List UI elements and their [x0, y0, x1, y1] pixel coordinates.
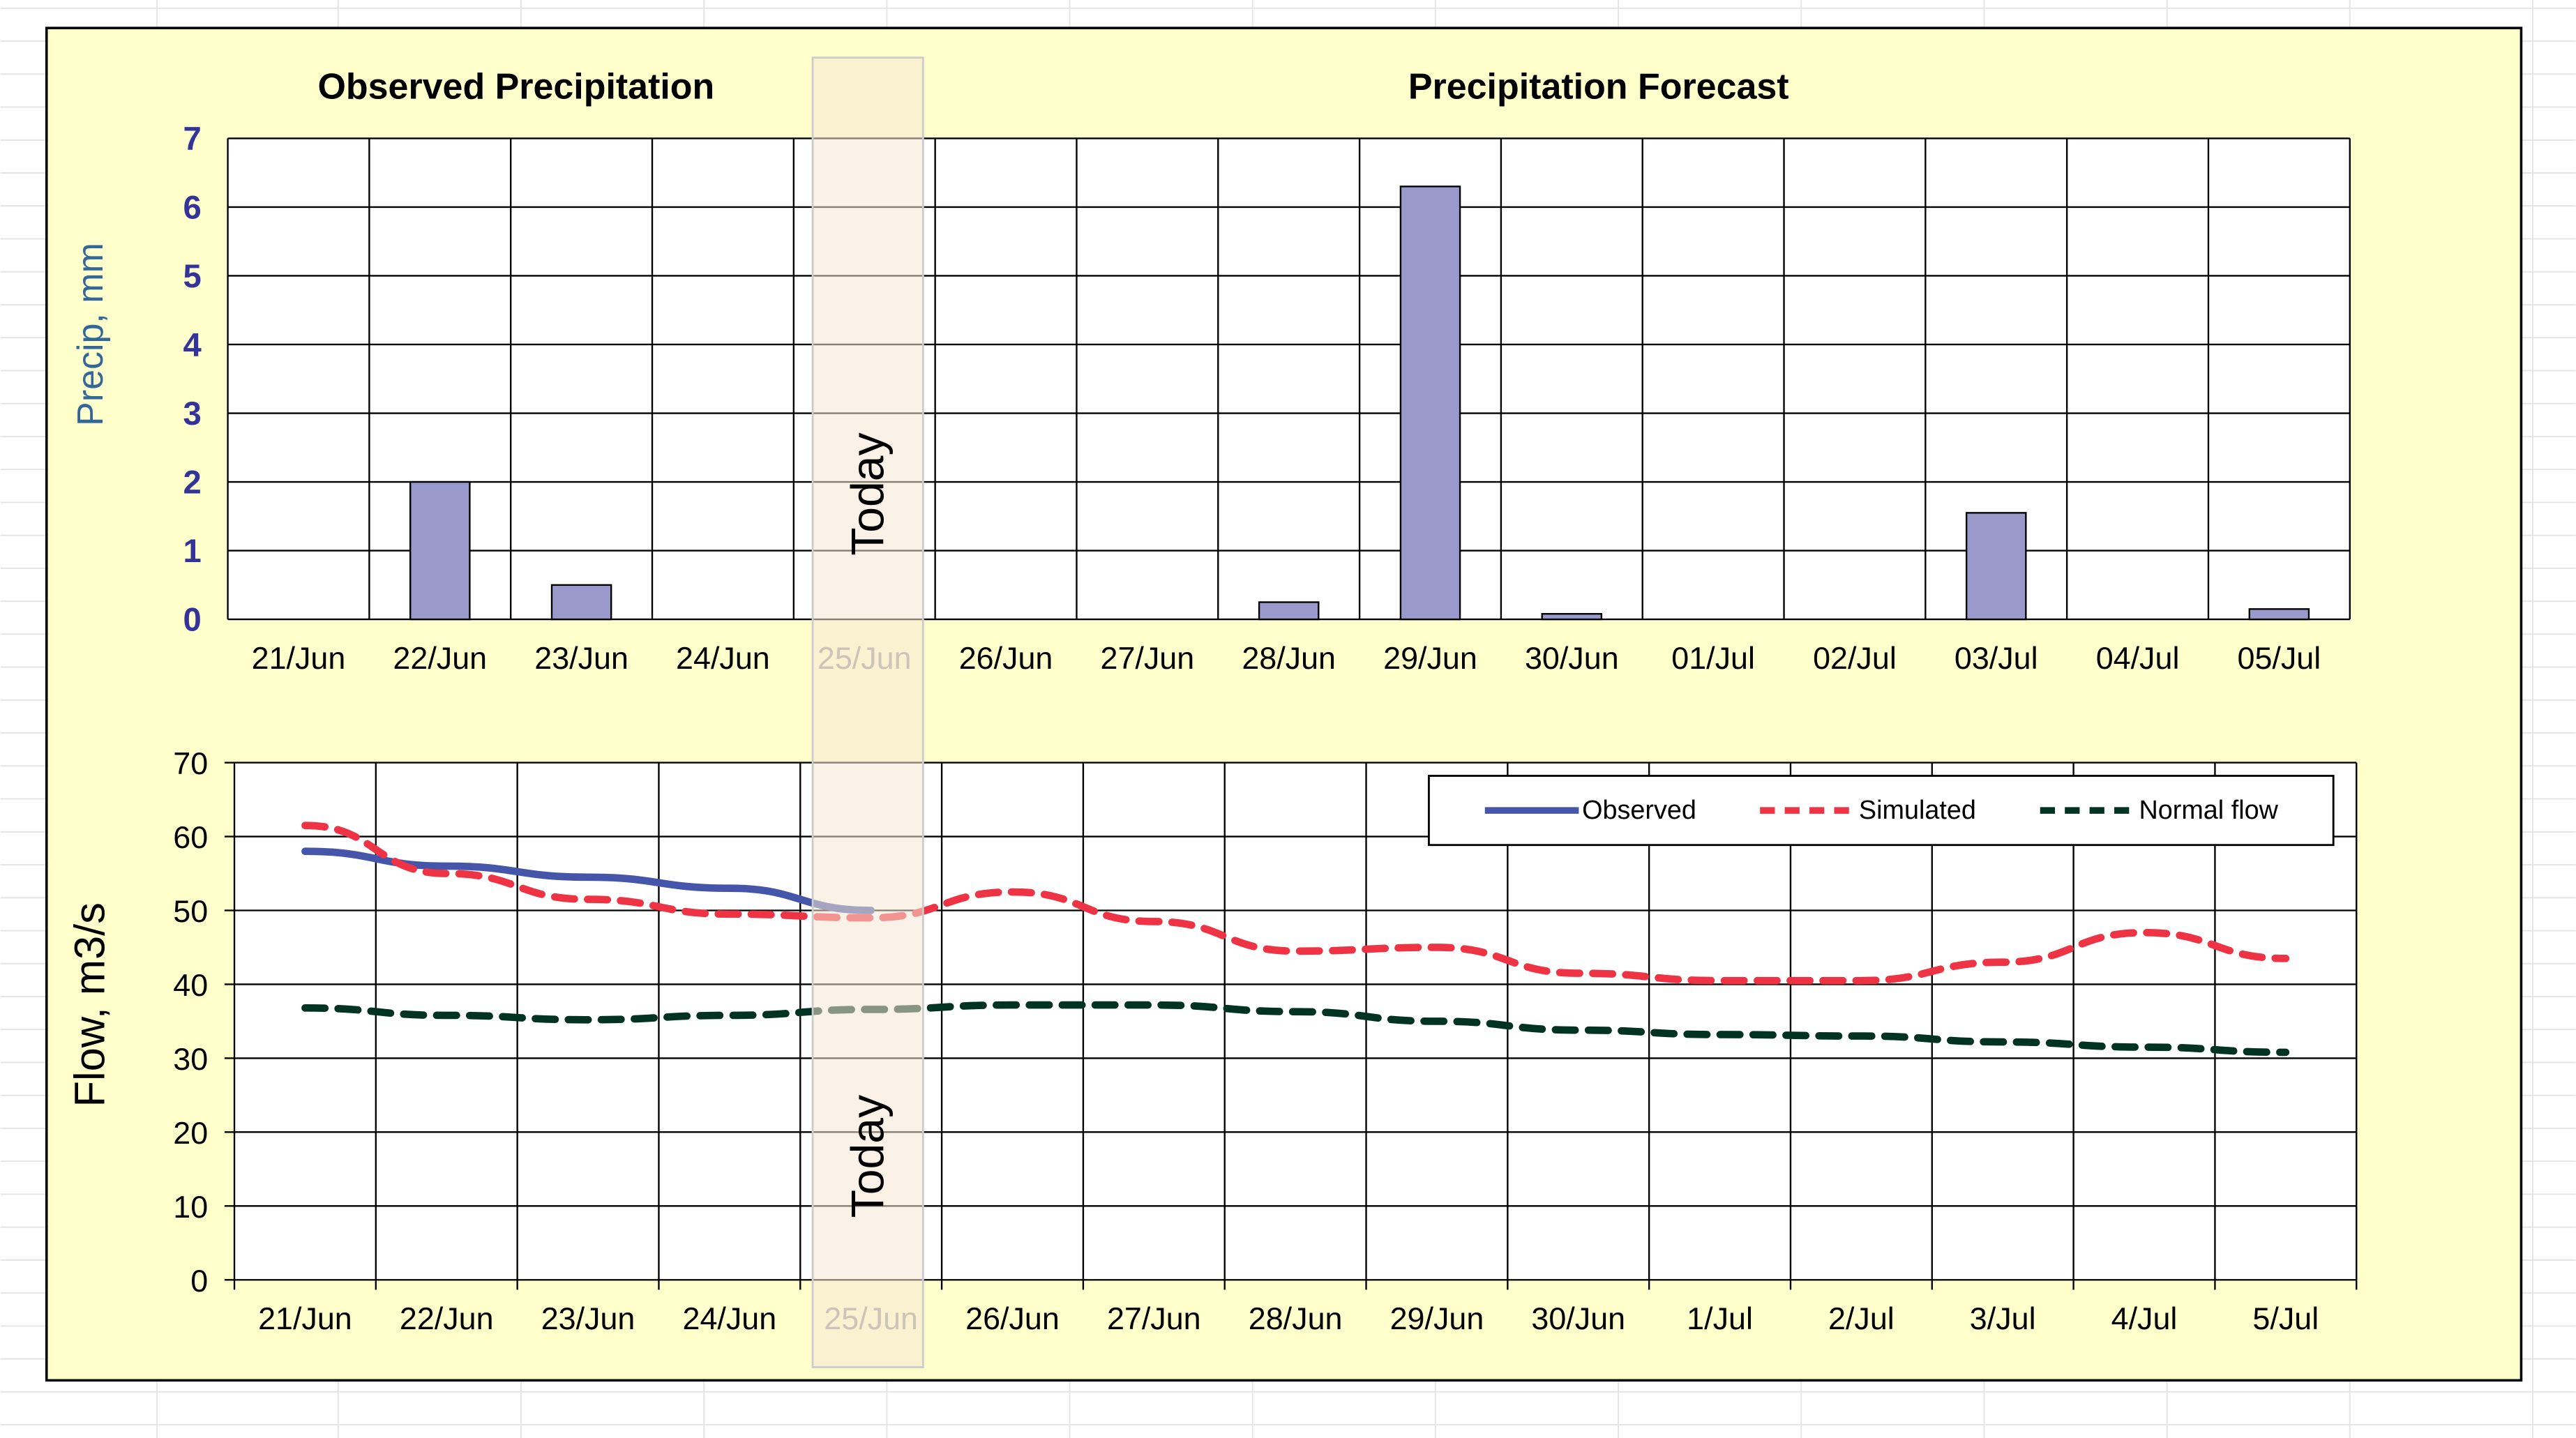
flow-y-tick: 60 [173, 819, 208, 855]
precip-y-tick: 6 [183, 189, 202, 226]
flow-x-tick: 30/Jun [1531, 1301, 1625, 1336]
flow-y-tick: 70 [173, 746, 208, 781]
flow-y-tick: 20 [173, 1115, 208, 1151]
precip-bar-29/Jun [1399, 186, 1461, 621]
precip-y-tick: 0 [183, 602, 202, 639]
precip-x-tick: 27/Jun [1101, 640, 1195, 676]
precip-y-tick: 2 [183, 464, 202, 501]
precip-x-tick: 24/Jun [676, 640, 770, 676]
flow-x-tick: 27/Jun [1107, 1301, 1201, 1336]
flow-y-tick: 50 [173, 893, 208, 929]
normal-flow-line [301, 1001, 2290, 1057]
precip-bar-03/Jul [1965, 512, 2027, 621]
precip-bar-05/Jul [2248, 608, 2310, 621]
precip-x-tick: 28/Jun [1242, 640, 1336, 676]
flow-y-axis-label: Flow, m3/s [66, 902, 114, 1107]
flow-y-tick: 30 [173, 1041, 208, 1077]
flow-legend: Observed Simulated Normal flow [1428, 775, 2335, 847]
precip-y-tick: 7 [183, 121, 202, 158]
precip-y-axis-label: Precip, mm [70, 243, 111, 426]
precip-y-tick: 1 [183, 533, 202, 570]
legend-box [1428, 775, 2335, 847]
flow-y-tick-labels: 0 10 20 30 40 50 60 70 [173, 746, 208, 1299]
flow-x-tick-labels: 21/Jun22/Jun23/Jun24/Jun25/Jun26/Jun27/J… [258, 1301, 2319, 1336]
today-band [811, 56, 924, 1368]
flow-y-tick: 10 [173, 1189, 208, 1225]
precip-y-tick: 3 [183, 395, 202, 432]
precip-y-tick: 4 [183, 327, 202, 364]
flow-x-tick: 2/Jul [1828, 1301, 1895, 1336]
precip-x-tick: 02/Jul [1813, 640, 1897, 676]
precip-x-tick: 23/Jun [534, 640, 628, 676]
flow-y-tick: 40 [173, 967, 208, 1003]
precip-x-tick: 03/Jul [1954, 640, 2038, 676]
precip-x-tick: 04/Jul [2096, 640, 2180, 676]
precip-x-tick: 21/Jun [252, 640, 346, 676]
flow-x-tick: 22/Jun [400, 1301, 494, 1336]
precip-plot-area [227, 138, 2350, 620]
today-label-bottom: Today [843, 1095, 894, 1218]
precip-y-tick-labels: 0 1 2 3 4 5 6 7 [183, 121, 202, 639]
legend-simulated-label: Simulated [1859, 796, 1976, 825]
precip-x-tick: 26/Jun [959, 640, 1053, 676]
flow-x-tick: 4/Jul [2111, 1301, 2178, 1336]
precip-bars [409, 186, 2310, 621]
legend-observed-label: Observed [1582, 796, 1696, 825]
precip-y-tick: 5 [183, 258, 202, 295]
flow-chart: 0 10 20 30 40 50 60 70 21/Jun 22/Jun 23/Jun 24/Jun… [66, 746, 2358, 1336]
flow-x-tick: 1/Jul [1687, 1301, 1753, 1336]
flow-x-tick: 21/Jun [258, 1301, 352, 1336]
flow-x-tick: 24/Jun [683, 1301, 777, 1336]
precip-x-tick-labels: 21/Jun22/Jun23/Jun24/Jun25/Jun26/Jun27/J… [252, 640, 2321, 676]
flow-x-tick: 3/Jul [1970, 1301, 2036, 1336]
observed-precip-title: Observed Precipitation [318, 67, 715, 107]
flow-x-tick: 29/Jun [1390, 1301, 1484, 1336]
today-marker: Today Today [811, 56, 924, 1368]
forecast-precip-title: Precipitation Forecast [1408, 67, 1789, 107]
today-label-top: Today [843, 432, 894, 555]
precip-x-tick: 05/Jul [2238, 640, 2321, 676]
precip-bar-22/Jun [409, 480, 471, 621]
flow-x-tick: 26/Jun [965, 1301, 1060, 1336]
legend-normal-flow-label: Normal flow [2139, 796, 2278, 825]
precip-x-tick: 29/Jun [1383, 640, 1477, 676]
precip-x-tick: 01/Jul [1671, 640, 1755, 676]
precip-bar-28/Jun [1258, 601, 1320, 621]
precip-x-tick: 30/Jun [1525, 640, 1619, 676]
precip-bar-30/Jun [1541, 613, 1603, 621]
flow-y-tick: 0 [190, 1263, 208, 1299]
precip-x-tick: 22/Jun [393, 640, 487, 676]
flow-x-tick: 28/Jun [1249, 1301, 1343, 1336]
flow-x-tick: 23/Jun [541, 1301, 635, 1336]
simulated-line [301, 822, 2290, 985]
precip-bar-23/Jun [550, 584, 612, 621]
flow-x-tick: 5/Jul [2252, 1301, 2319, 1336]
flow-series [301, 822, 2290, 1057]
